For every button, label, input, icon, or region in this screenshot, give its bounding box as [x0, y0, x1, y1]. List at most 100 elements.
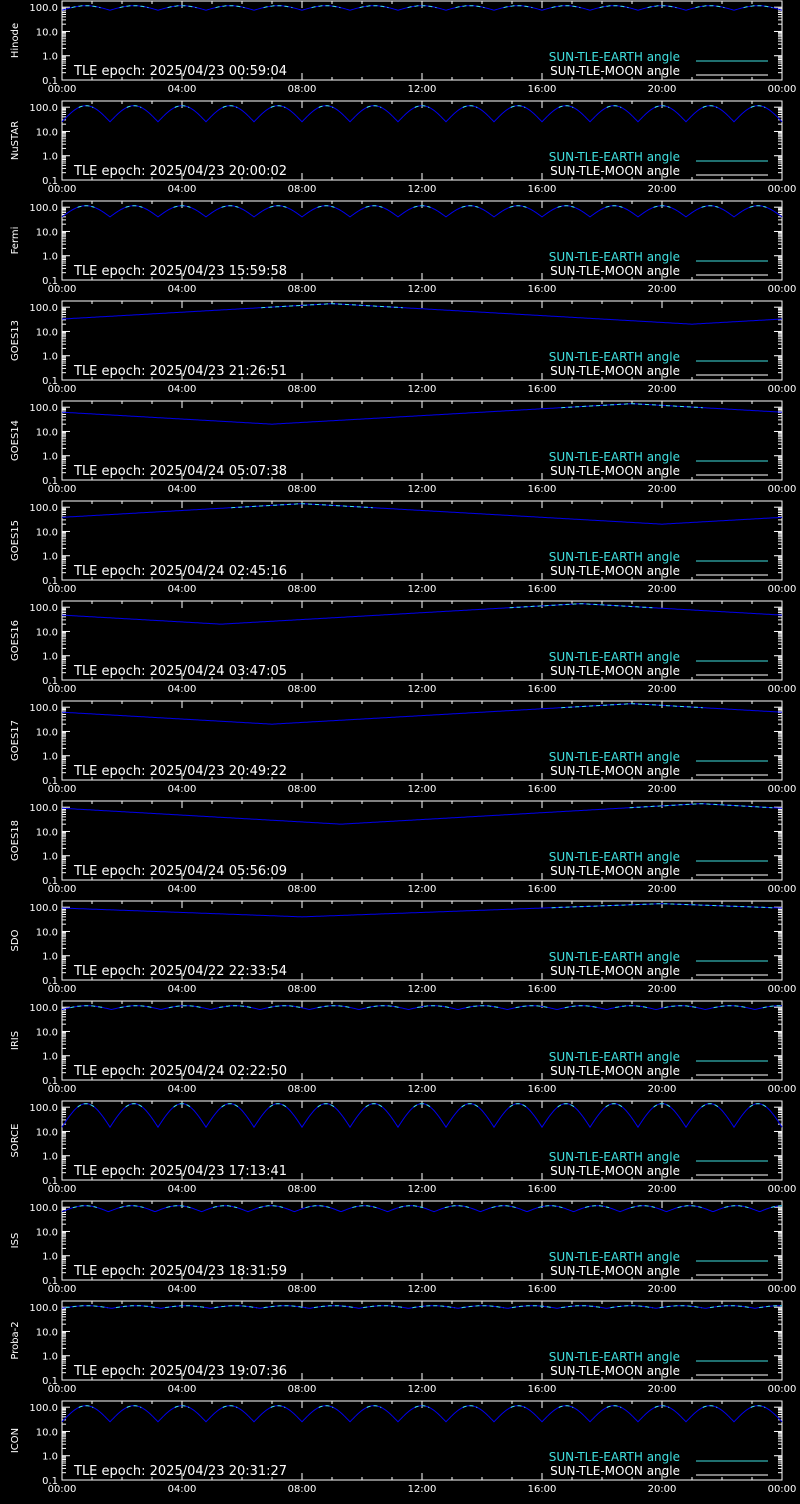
- x-tick-label: 12:00: [408, 1084, 437, 1095]
- x-tick-label: 08:00: [288, 984, 317, 995]
- tle-epoch-label: TLE epoch: 2025/04/23 20:49:22: [73, 764, 287, 779]
- sun-tle-angle-line: [61, 1405, 783, 1423]
- x-tick-label: 16:00: [528, 284, 557, 295]
- x-tick-label: 00:00: [768, 1084, 797, 1095]
- x-tick-label: 16:00: [528, 1284, 557, 1295]
- x-tick-label: 04:00: [168, 1084, 197, 1095]
- x-tick-label: 12:00: [408, 1284, 437, 1295]
- y-axis-label: GOES18: [10, 820, 21, 861]
- panel-sorce: 100.010.01.00.100:00 04:00 08:00 12:00 16:00…: [10, 1100, 796, 1195]
- x-tick-label: 08:00: [288, 484, 317, 495]
- y-tick-label: 1.0: [42, 952, 58, 963]
- tle-epoch-label: TLE epoch: 2025/04/23 18:31:59: [73, 1264, 287, 1279]
- x-tick-label: 04:00: [168, 784, 197, 795]
- y-tick-label: 100.0: [29, 1003, 58, 1014]
- x-tick-label: 04:00: [168, 384, 197, 395]
- x-tick-label: 00:00: [48, 84, 77, 95]
- x-tick-label: 00:00: [768, 684, 797, 695]
- panel-iris: 100.010.01.00.100:00 04:00 08:00 12:00 16:00…: [10, 1000, 797, 1095]
- x-tick-label: 08:00: [288, 884, 317, 895]
- legend-earth-label: SUN-TLE-EARTH angle: [549, 450, 680, 464]
- y-axis-label: Fermi: [10, 227, 21, 255]
- y-tick-label: 100.0: [29, 1403, 58, 1414]
- legend-earth-label: SUN-TLE-EARTH angle: [549, 50, 680, 64]
- x-tick-label: 20:00: [648, 1184, 677, 1195]
- panel-icon: 100.010.01.00.100:00 04:00 08:00 12:00 16:00…: [10, 1400, 796, 1495]
- y-tick-label: 100.0: [29, 103, 58, 114]
- legend-earth-label: SUN-TLE-EARTH angle: [549, 350, 680, 364]
- legend-earth-label: SUN-TLE-EARTH angle: [549, 1250, 680, 1264]
- y-tick-label: 1.0: [42, 1352, 58, 1363]
- x-tick-label: 04:00: [168, 984, 197, 995]
- legend-moon-label: SUN-TLE-MOON angle: [550, 164, 680, 178]
- x-tick-label: 16:00: [528, 684, 557, 695]
- y-tick-label: 10.0: [36, 1227, 58, 1238]
- y-tick-label: 1.0: [42, 1152, 58, 1163]
- y-tick-label: 0.1: [42, 1276, 58, 1287]
- x-tick-label: 04:00: [168, 1384, 197, 1395]
- x-tick-label: 08:00: [288, 384, 317, 395]
- y-tick-label: 1.0: [42, 552, 58, 563]
- y-tick-label: 10.0: [36, 427, 58, 438]
- sun-tle-earth-highlight: [629, 803, 773, 809]
- tle-epoch-label: TLE epoch: 2025/04/24 02:22:50: [73, 1064, 287, 1079]
- tle-epoch-label: TLE epoch: 2025/04/23 20:31:27: [73, 1464, 287, 1479]
- sun-tle-earth-highlight: [65, 1305, 782, 1309]
- y-tick-label: 100.0: [29, 503, 58, 514]
- sun-tle-earth-highlight: [70, 1005, 783, 1009]
- panel-goes14: 100.010.01.00.100:00 04:00 08:00 12:00 16:00…: [10, 400, 796, 495]
- tle-epoch-label: TLE epoch: 2025/04/23 17:13:41: [73, 1164, 287, 1179]
- y-tick-label: 1.0: [42, 452, 58, 463]
- y-tick-label: 0.1: [42, 376, 58, 387]
- y-tick-label: 0.1: [42, 676, 58, 687]
- sun-tle-earth-highlight: [77, 205, 767, 208]
- x-tick-label: 12:00: [408, 684, 437, 695]
- x-tick-label: 16:00: [528, 1484, 557, 1495]
- x-tick-label: 08:00: [288, 1284, 317, 1295]
- y-tick-label: 1.0: [42, 252, 58, 263]
- legend-moon-label: SUN-TLE-MOON angle: [550, 1464, 680, 1478]
- y-tick-label: 100.0: [29, 603, 58, 614]
- x-tick-label: 00:00: [768, 584, 797, 595]
- x-tick-label: 20:00: [648, 284, 677, 295]
- y-tick-label: 10.0: [36, 927, 58, 938]
- x-tick-label: 12:00: [408, 84, 437, 95]
- panel-goes15: 100.010.01.00.100:00 04:00 08:00 12:00 16:00…: [10, 500, 797, 595]
- legend-moon-label: SUN-TLE-MOON angle: [550, 864, 680, 878]
- sun-tle-earth-highlight: [561, 403, 703, 409]
- x-tick-label: 04:00: [168, 1184, 197, 1195]
- panel-iss: 100.010.01.00.100:00 04:00 08:00 12:00 16:00…: [10, 1200, 796, 1295]
- x-tick-label: 20:00: [648, 1384, 677, 1395]
- legend-earth-label: SUN-TLE-EARTH angle: [549, 250, 680, 264]
- sun-tle-earth-highlight: [561, 703, 703, 709]
- x-tick-label: 12:00: [408, 584, 437, 595]
- x-tick-label: 12:00: [408, 384, 437, 395]
- y-tick-label: 10.0: [36, 727, 58, 738]
- legend-earth-label: SUN-TLE-EARTH angle: [549, 1150, 680, 1164]
- sun-tle-earth-highlight: [231, 503, 373, 509]
- x-tick-label: 12:00: [408, 284, 437, 295]
- x-tick-label: 00:00: [768, 84, 797, 95]
- x-tick-label: 16:00: [528, 884, 557, 895]
- y-tick-label: 100.0: [29, 703, 58, 714]
- sun-tle-earth-highlight: [77, 1103, 767, 1108]
- y-tick-label: 1.0: [42, 352, 58, 363]
- sun-tle-angle-line: [62, 803, 783, 825]
- x-tick-label: 08:00: [288, 284, 317, 295]
- y-axis-label: Hinode: [10, 23, 21, 58]
- x-tick-label: 00:00: [48, 1284, 77, 1295]
- y-axis-label: GOES13: [10, 320, 21, 361]
- x-tick-label: 16:00: [528, 184, 557, 195]
- legend-earth-label: SUN-TLE-EARTH angle: [549, 1450, 680, 1464]
- y-tick-label: 100.0: [29, 403, 58, 414]
- y-tick-label: 10.0: [36, 1327, 58, 1338]
- tle-epoch-label: TLE epoch: 2025/04/23 00:59:04: [73, 64, 287, 79]
- sun-tle-angle-line: [61, 1005, 783, 1011]
- x-tick-label: 08:00: [288, 1184, 317, 1195]
- y-tick-label: 10.0: [36, 827, 58, 838]
- x-tick-label: 08:00: [288, 1084, 317, 1095]
- y-tick-label: 100.0: [29, 903, 58, 914]
- sun-tle-angle-line: [62, 303, 783, 325]
- x-tick-label: 04:00: [168, 284, 197, 295]
- x-tick-label: 16:00: [528, 1384, 557, 1395]
